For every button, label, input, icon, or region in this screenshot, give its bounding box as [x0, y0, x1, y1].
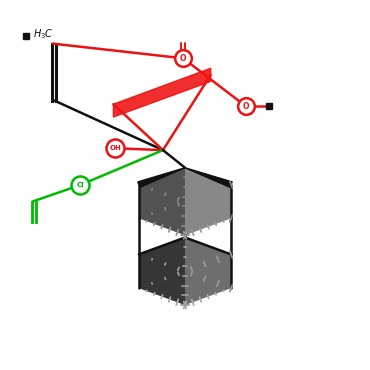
- Text: O: O: [180, 54, 186, 63]
- Polygon shape: [185, 238, 231, 305]
- Text: Cl: Cl: [77, 182, 84, 188]
- Text: OH: OH: [110, 145, 121, 151]
- Polygon shape: [139, 238, 185, 305]
- Polygon shape: [185, 168, 232, 187]
- Text: $H_3C$: $H_3C$: [33, 27, 54, 41]
- Polygon shape: [113, 68, 211, 117]
- Polygon shape: [138, 168, 185, 187]
- Polygon shape: [139, 168, 185, 235]
- Polygon shape: [185, 168, 231, 235]
- Text: O: O: [242, 101, 249, 111]
